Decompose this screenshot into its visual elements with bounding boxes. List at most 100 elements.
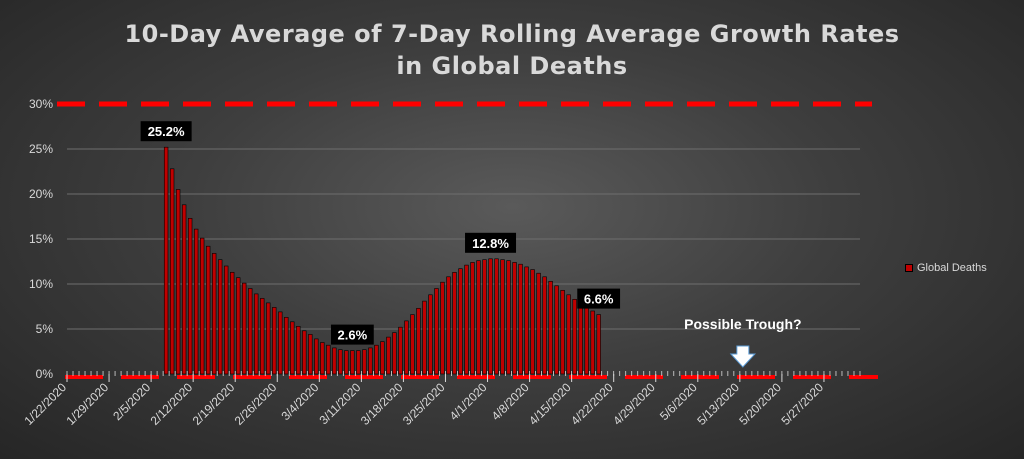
x-tick-label: 5/6/2020	[657, 380, 700, 423]
data-bar	[470, 262, 475, 375]
data-label-box	[140, 121, 192, 142]
data-bar	[218, 259, 223, 375]
data-label-box	[465, 232, 517, 253]
data-bar	[206, 245, 211, 375]
legend: Global Deaths	[905, 262, 987, 274]
data-bar	[560, 289, 565, 375]
data-bar	[272, 307, 277, 375]
data-bar	[236, 277, 241, 375]
data-bar	[230, 271, 235, 375]
annotation-possible-trough: Possible Trough?	[684, 316, 801, 332]
data-bar	[596, 314, 601, 375]
data-label: 2.6%	[338, 328, 368, 343]
y-tick-label: 10%	[29, 277, 53, 291]
data-bar	[242, 282, 247, 375]
data-bar	[506, 260, 511, 375]
data-bar	[518, 263, 523, 375]
data-bar	[212, 253, 217, 375]
data-bar	[356, 350, 361, 375]
x-tick-label: 3/25/2020	[400, 380, 448, 428]
data-bar	[338, 349, 343, 375]
x-tick-label: 3/4/2020	[279, 380, 322, 423]
data-bar	[542, 276, 547, 375]
data-bar	[326, 344, 331, 375]
data-bar	[434, 288, 439, 375]
chart-title-line: 10-Day Average of 7-Day Rolling Average …	[124, 20, 899, 48]
data-bar	[536, 272, 541, 375]
data-bar	[590, 310, 595, 375]
data-bar	[344, 350, 349, 375]
data-bar	[362, 349, 367, 375]
data-bar	[410, 314, 415, 375]
data-label: 6.6%	[584, 292, 614, 307]
x-tick-label: 5/20/2020	[736, 380, 784, 428]
data-bar	[200, 237, 205, 375]
down-arrow-icon	[729, 345, 756, 368]
y-tick-label: 30%	[29, 97, 53, 111]
data-bar	[404, 320, 409, 375]
data-bar	[320, 342, 325, 375]
y-tick-label: 25%	[29, 142, 53, 156]
data-bar	[290, 321, 295, 375]
data-bar	[194, 228, 199, 375]
data-bar	[530, 269, 535, 375]
x-tick-label: 2/12/2020	[148, 380, 196, 428]
data-bar	[163, 146, 169, 375]
data-bar	[248, 288, 253, 375]
x-tick-label: 1/29/2020	[64, 380, 112, 428]
data-bar	[386, 336, 391, 375]
data-bar	[464, 264, 469, 375]
data-bar	[278, 311, 283, 375]
data-bar	[302, 330, 307, 375]
data-bar	[482, 259, 487, 375]
data-bar	[374, 344, 379, 375]
data-bar	[452, 271, 457, 375]
data-bar	[584, 307, 589, 375]
x-tick-label: 3/18/2020	[358, 380, 406, 428]
data-bar	[524, 266, 529, 375]
x-tick-label: 4/22/2020	[568, 380, 616, 428]
data-bar	[548, 280, 553, 375]
data-bar	[566, 294, 571, 375]
x-tick-label: 4/8/2020	[489, 380, 532, 423]
data-bar	[440, 281, 445, 375]
data-bar	[284, 316, 289, 375]
data-bar	[332, 347, 337, 375]
legend-swatch	[905, 264, 913, 272]
x-tick-label: 1/22/2020	[21, 380, 69, 428]
data-label: 12.8%	[472, 236, 509, 251]
data-bar	[368, 347, 373, 375]
y-tick-label: 5%	[36, 322, 54, 336]
x-tick-label: 2/19/2020	[190, 380, 238, 428]
legend-label: Global Deaths	[917, 262, 987, 274]
data-bar	[422, 300, 427, 375]
data-bar	[224, 265, 229, 375]
x-tick-label: 4/1/2020	[447, 380, 490, 423]
data-label: 25.2%	[148, 124, 185, 139]
data-label-box	[330, 324, 374, 345]
data-bar	[512, 262, 517, 375]
data-bar	[554, 285, 559, 375]
data-bar	[572, 298, 577, 375]
data-bar	[181, 204, 187, 375]
data-bar	[392, 332, 397, 375]
y-tick-label: 0%	[36, 367, 54, 381]
y-tick-label: 20%	[29, 187, 53, 201]
data-bar	[266, 302, 271, 375]
x-tick-label: 4/29/2020	[610, 380, 658, 428]
data-bar	[494, 258, 499, 375]
data-bar	[254, 293, 259, 375]
data-bar	[175, 189, 181, 375]
data-bar	[398, 326, 403, 375]
data-bar	[350, 350, 355, 375]
x-tick-label: 2/5/2020	[110, 380, 153, 423]
y-tick-label: 15%	[29, 232, 53, 246]
data-bar	[416, 307, 421, 375]
x-tick-label: 5/13/2020	[694, 380, 742, 428]
data-bar	[428, 294, 433, 375]
data-bar	[314, 338, 319, 375]
data-bar	[578, 303, 583, 375]
data-bar	[488, 258, 493, 375]
data-bar	[446, 276, 451, 375]
